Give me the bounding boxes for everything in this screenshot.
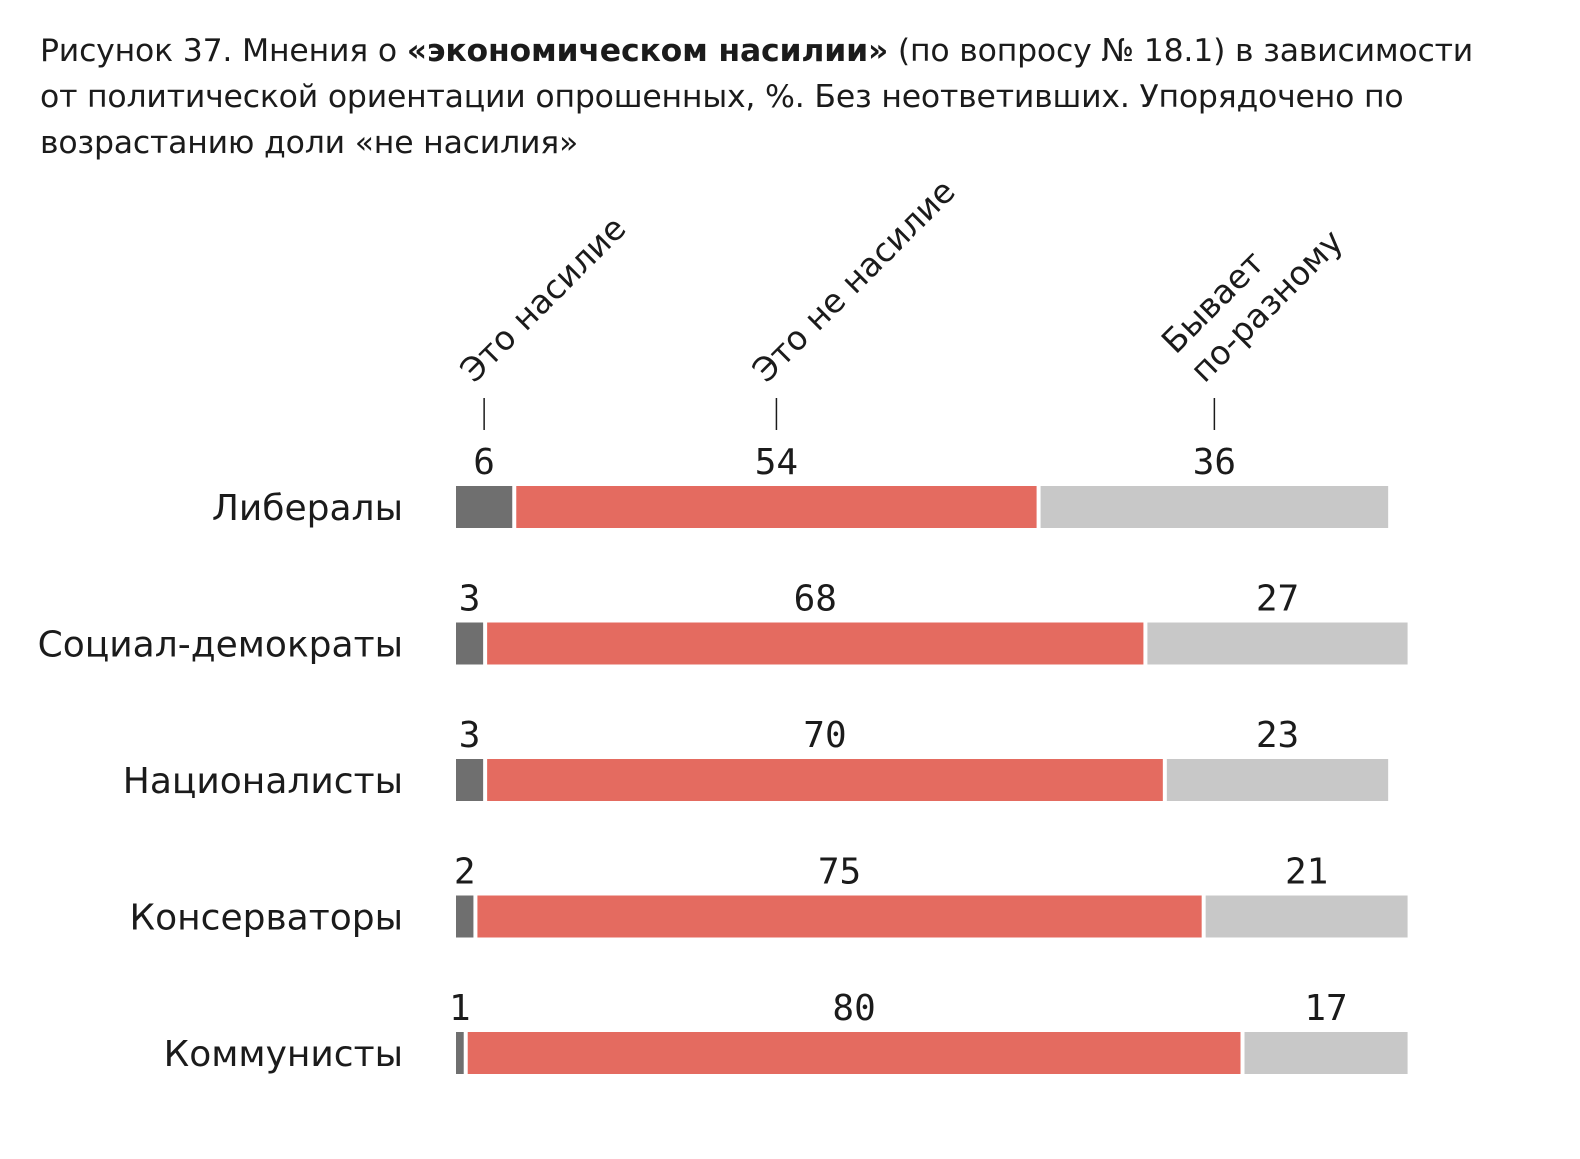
bar-segment [456, 622, 484, 665]
bar-segment [516, 486, 1037, 528]
title-text-bold: «экономическом насилии» [406, 33, 889, 69]
bar-segment [487, 759, 1163, 801]
bar-segment [477, 895, 1202, 938]
bar-segment [456, 1032, 464, 1074]
series-legend-label: Это не насилие [745, 171, 963, 389]
series-legend-label: Это насилие [452, 209, 633, 390]
bar-segment [456, 895, 474, 938]
bar-segment [1166, 759, 1389, 801]
category-label: Социал-демократы [38, 625, 403, 666]
bar-segment [467, 1032, 1241, 1074]
value-label: 3 [459, 715, 481, 756]
title-text-before: Рисунок 37. Мнения о [40, 33, 407, 69]
value-label: 36 [1193, 442, 1236, 483]
value-label: 54 [755, 442, 798, 483]
title-text-after: (по вопросу № 18.1) в зависимости от пол… [40, 33, 1474, 161]
bar-segment [456, 486, 513, 528]
value-label: 17 [1304, 988, 1347, 1029]
chart-title: Рисунок 37. Мнения о «экономическом наси… [40, 28, 1520, 166]
value-label: 75 [818, 852, 861, 893]
bar-segment [487, 622, 1144, 665]
value-label: 27 [1256, 579, 1299, 620]
bar-segment [1205, 895, 1408, 938]
bar-segment [1147, 622, 1408, 665]
value-label: 2 [454, 852, 476, 893]
value-label: 6 [473, 442, 495, 483]
value-label: 23 [1256, 715, 1299, 756]
category-label: Коммунисты [164, 1034, 403, 1075]
value-label: 1 [449, 988, 471, 1029]
value-label: 3 [459, 579, 481, 620]
value-label: 80 [832, 988, 875, 1029]
bar-segment [1244, 1032, 1408, 1074]
value-label: 70 [803, 715, 846, 756]
bar-segment [1040, 486, 1389, 528]
category-label: Националисты [123, 761, 403, 802]
category-label: Консерваторы [130, 898, 403, 939]
value-label: 68 [794, 579, 837, 620]
value-label: 21 [1285, 852, 1328, 893]
category-label: Либералы [212, 488, 403, 529]
bar-segment [456, 759, 484, 801]
